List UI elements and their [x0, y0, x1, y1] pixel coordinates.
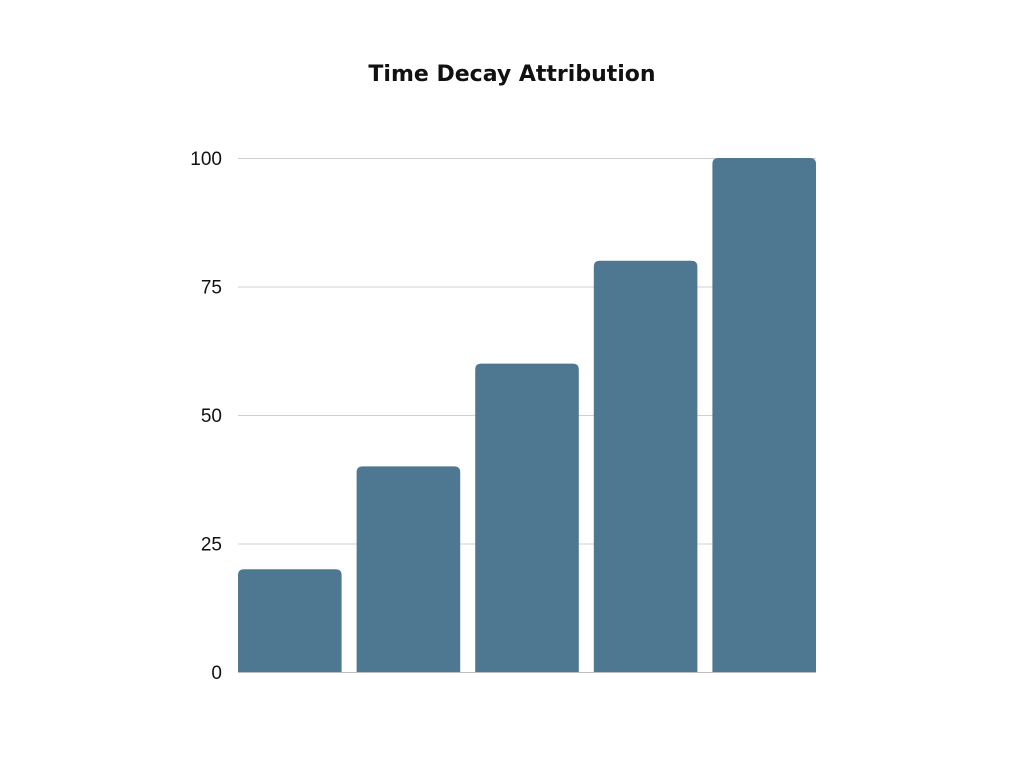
bar: [238, 569, 342, 672]
chart-title: Time Decay Attribution: [368, 62, 656, 87]
bar: [593, 260, 698, 672]
y-tick-label: 0: [211, 663, 222, 684]
bars: [238, 158, 816, 672]
y-tick-label: 100: [190, 149, 222, 170]
y-tick-label: 25: [201, 535, 222, 556]
bar: [356, 466, 461, 672]
bar: [475, 363, 579, 672]
y-tick-label: 50: [201, 406, 222, 427]
y-axis-ticks: 0 25 50 75 100: [190, 149, 222, 684]
y-tick-label: 75: [201, 278, 222, 299]
bar: [712, 158, 816, 672]
